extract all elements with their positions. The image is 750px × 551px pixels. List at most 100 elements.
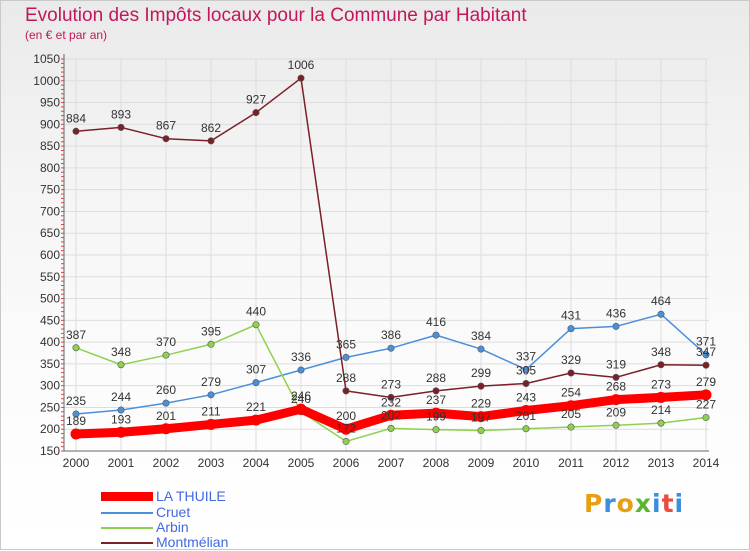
data-label-la-thuile: 254 xyxy=(561,386,581,400)
data-label-la-thuile: 268 xyxy=(606,380,626,394)
data-label-arbin: 227 xyxy=(696,397,716,411)
y-tick-label: 700 xyxy=(40,204,60,218)
data-label-cruet: 384 xyxy=(471,329,491,343)
data-label-cruet: 371 xyxy=(696,335,716,349)
data-label-la-thuile: 193 xyxy=(111,412,131,426)
y-tick-label: 250 xyxy=(40,400,60,414)
data-label-arbin: 214 xyxy=(651,403,671,417)
y-tick-label: 200 xyxy=(40,422,60,436)
data-point-montm-lian xyxy=(252,109,260,117)
data-label-arbin: 395 xyxy=(201,324,221,338)
chart-title: Evolution des Impôts locaux pour la Comm… xyxy=(25,5,527,26)
data-label-montm-lian: 288 xyxy=(336,371,356,385)
legend-label-cruet: Cruet xyxy=(156,504,191,520)
data-point-cruet xyxy=(342,353,350,361)
data-point-cruet xyxy=(297,366,305,374)
legend-item-montmelian: Montmélian xyxy=(101,534,361,551)
x-tick-label: 2009 xyxy=(468,456,495,470)
logo-letter: t xyxy=(661,489,675,518)
data-label-arbin: 209 xyxy=(606,405,626,419)
data-point-arbin xyxy=(117,361,125,369)
data-label-montm-lian: 884 xyxy=(66,111,86,125)
x-tick-label: 2013 xyxy=(648,456,675,470)
y-tick-label: 350 xyxy=(40,357,60,371)
x-tick-label: 2005 xyxy=(288,456,315,470)
data-point-montm-lian xyxy=(657,361,665,369)
data-label-la-thuile: 221 xyxy=(246,400,266,414)
data-label-arbin: 387 xyxy=(66,328,86,342)
data-point-la-thuile xyxy=(250,414,262,426)
legend-label-arbin: Arbin xyxy=(156,519,189,535)
data-point-la-thuile xyxy=(700,389,712,401)
data-point-arbin xyxy=(432,426,440,434)
data-label-cruet: 336 xyxy=(291,350,311,364)
legend-item-la-thuile: LA THUILE xyxy=(101,488,361,505)
data-label-la-thuile: 237 xyxy=(426,393,446,407)
data-label-arbin: 348 xyxy=(111,345,131,359)
data-label-montm-lian: 867 xyxy=(156,119,176,133)
data-label-montm-lian: 299 xyxy=(471,366,491,380)
legend-item-cruet: Cruet xyxy=(101,504,361,521)
y-tick-label: 300 xyxy=(40,379,60,393)
data-point-montm-lian xyxy=(522,379,530,387)
x-tick-label: 2014 xyxy=(693,456,720,470)
x-tick-label: 2010 xyxy=(513,456,540,470)
data-point-la-thuile xyxy=(520,404,532,416)
x-tick-label: 2006 xyxy=(333,456,360,470)
data-label-la-thuile: 232 xyxy=(381,395,401,409)
x-tick-label: 2011 xyxy=(558,456,584,470)
data-point-la-thuile xyxy=(340,423,352,435)
data-point-montm-lian xyxy=(702,361,710,369)
y-tick-label: 750 xyxy=(40,183,60,197)
data-point-montm-lian xyxy=(342,387,350,395)
data-point-arbin xyxy=(252,321,260,329)
data-label-arbin: 202 xyxy=(381,408,401,422)
data-label-arbin: 370 xyxy=(156,335,176,349)
y-tick-label: 1050 xyxy=(33,52,60,66)
y-tick-label: 150 xyxy=(40,444,60,458)
data-label-montm-lian: 347 xyxy=(696,345,716,359)
data-label-la-thuile: 246 xyxy=(291,389,311,403)
data-point-montm-lian xyxy=(477,382,485,390)
data-label-cruet: 337 xyxy=(516,350,536,364)
data-point-montm-lian xyxy=(162,135,170,143)
data-label-cruet: 386 xyxy=(381,328,401,342)
data-point-arbin xyxy=(612,421,620,429)
legend-item-arbin: Arbin xyxy=(101,519,361,536)
data-point-montm-lian xyxy=(207,137,215,145)
data-point-cruet xyxy=(702,351,710,359)
logo-letter: o xyxy=(616,489,635,518)
x-tick-label: 2012 xyxy=(603,456,630,470)
logo-letter: x xyxy=(634,489,652,518)
data-point-montm-lian xyxy=(117,123,125,131)
logo-letter: i xyxy=(674,489,685,518)
data-point-arbin xyxy=(72,344,80,352)
x-tick-label: 2003 xyxy=(198,456,225,470)
data-point-arbin xyxy=(477,427,485,435)
data-point-la-thuile xyxy=(115,426,127,438)
data-point-cruet xyxy=(207,391,215,399)
chart-subtitle: (en € et par an) xyxy=(25,28,108,42)
data-label-cruet: 244 xyxy=(111,390,131,404)
y-tick-label: 650 xyxy=(40,226,60,240)
legend-swatch-arbin xyxy=(101,527,153,529)
y-tick-label: 900 xyxy=(40,117,60,131)
legend-swatch-cruet xyxy=(101,512,153,514)
x-tick-label: 2004 xyxy=(243,456,270,470)
data-label-cruet: 279 xyxy=(201,375,221,389)
data-label-cruet: 436 xyxy=(606,306,626,320)
data-point-cruet xyxy=(567,325,575,333)
y-tick-label: 1000 xyxy=(33,74,60,88)
data-point-la-thuile xyxy=(610,394,622,406)
data-point-cruet xyxy=(477,345,485,353)
data-point-la-thuile xyxy=(385,409,397,421)
data-point-cruet xyxy=(612,322,620,330)
data-point-cruet xyxy=(72,410,80,418)
y-tick-label: 800 xyxy=(40,161,60,175)
data-point-cruet xyxy=(522,366,530,374)
data-point-la-thuile xyxy=(430,407,442,419)
data-label-arbin: 201 xyxy=(516,409,536,423)
data-point-la-thuile xyxy=(655,391,667,403)
data-point-arbin xyxy=(207,340,215,348)
